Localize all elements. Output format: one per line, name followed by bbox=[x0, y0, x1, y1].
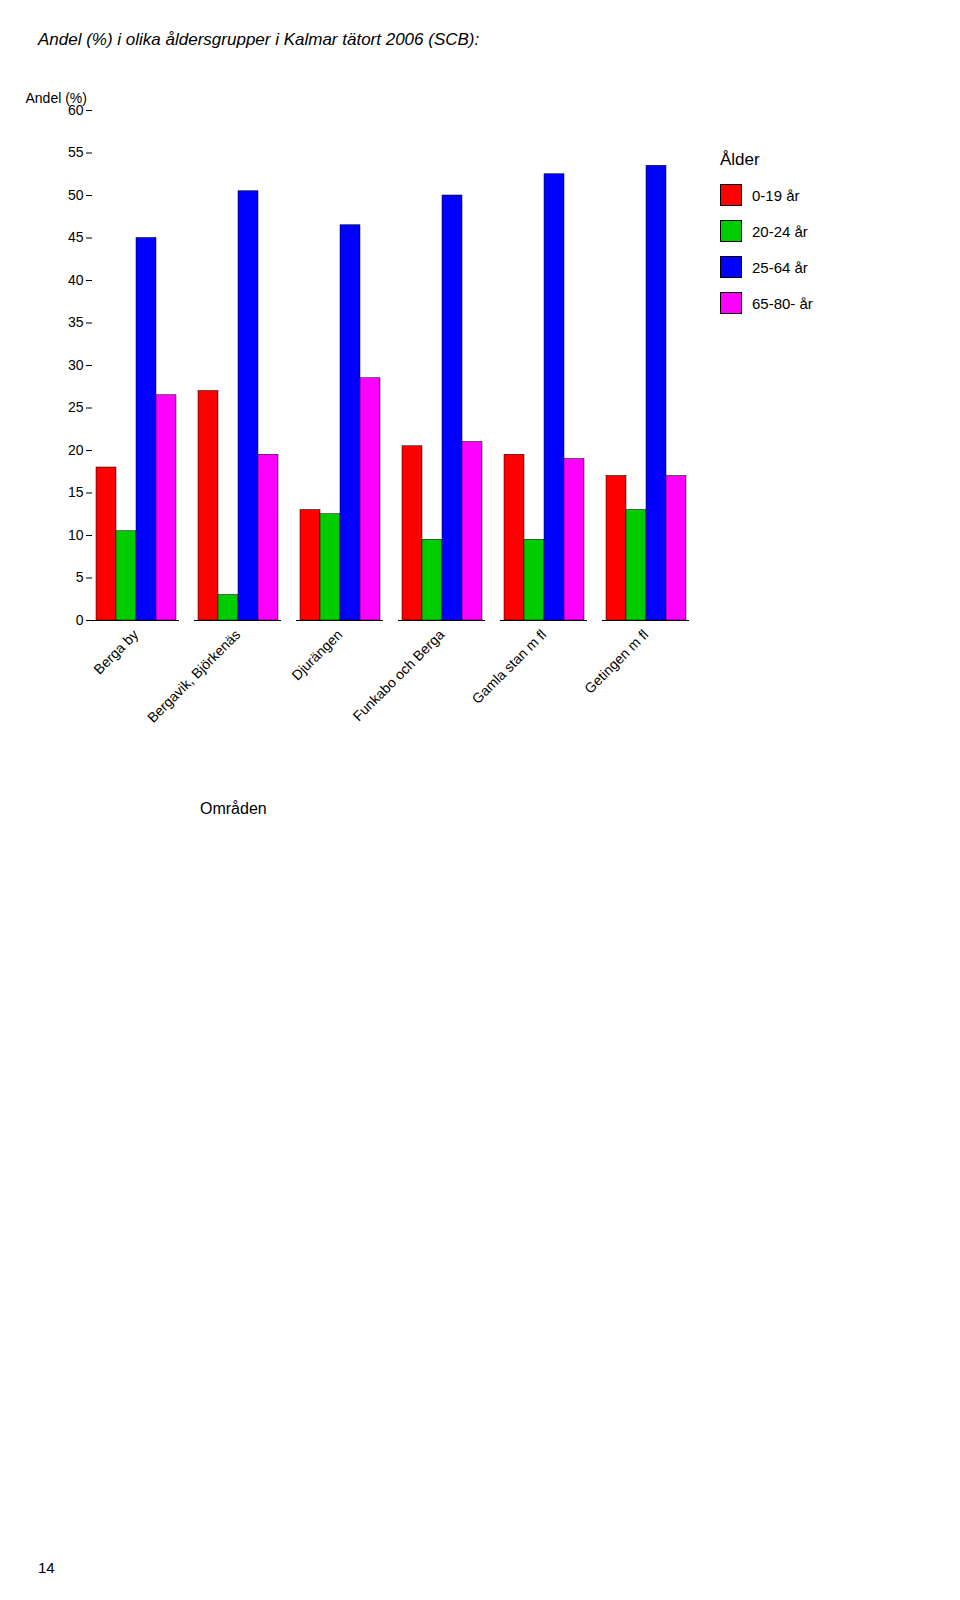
html-text:Andel (%) i olika åldersgruppe: Andel (%) i olika åldersgrupper i Kalmar… bbox=[38, 30, 480, 49]
svg-text:30: 30 bbox=[68, 357, 84, 373]
svg-text:Bergavik, Björkenäs: Bergavik, Björkenäs bbox=[144, 626, 243, 725]
svg-text:55: 55 bbox=[68, 144, 84, 160]
svg-text:10: 10 bbox=[68, 527, 84, 543]
svg-text:Getingen m fl: Getingen m fl bbox=[581, 626, 651, 696]
svg-text:45: 45 bbox=[68, 229, 84, 245]
svg-text:Berga by: Berga by bbox=[90, 626, 141, 677]
html-text:20-24 år: 20-24 år bbox=[752, 222, 808, 240]
html-text:25-64 år: 25-64 år bbox=[752, 258, 808, 276]
svg-text:60: 60 bbox=[67, 102, 84, 118]
html-text:0-19 år: 0-19 år bbox=[752, 186, 800, 204]
svg-text:15: 15 bbox=[68, 484, 84, 500]
svg-text:0: 0 bbox=[76, 612, 84, 628]
svg-text:Djurängen: Djurängen bbox=[288, 626, 345, 683]
html-text:14: 14 bbox=[38, 1559, 55, 1576]
svg-text:20: 20 bbox=[68, 442, 84, 458]
svg-text:Funkabo och Berga: Funkabo och Berga bbox=[350, 626, 448, 724]
svg-text:35: 35 bbox=[68, 314, 84, 330]
html-text:Områden: Områden bbox=[200, 800, 267, 817]
svg-text:5: 5 bbox=[76, 569, 84, 585]
svg-text:25: 25 bbox=[68, 399, 84, 415]
svg-text:50: 50 bbox=[68, 187, 84, 203]
svg-text:Andel (%): Andel (%) bbox=[26, 90, 87, 106]
svg-text:40: 40 bbox=[68, 272, 84, 288]
svg-text:Gamla stan m fl: Gamla stan m fl bbox=[469, 626, 550, 707]
html-text:Ålder: Ålder bbox=[720, 150, 760, 169]
html-text:65-80- år: 65-80- år bbox=[752, 294, 813, 312]
